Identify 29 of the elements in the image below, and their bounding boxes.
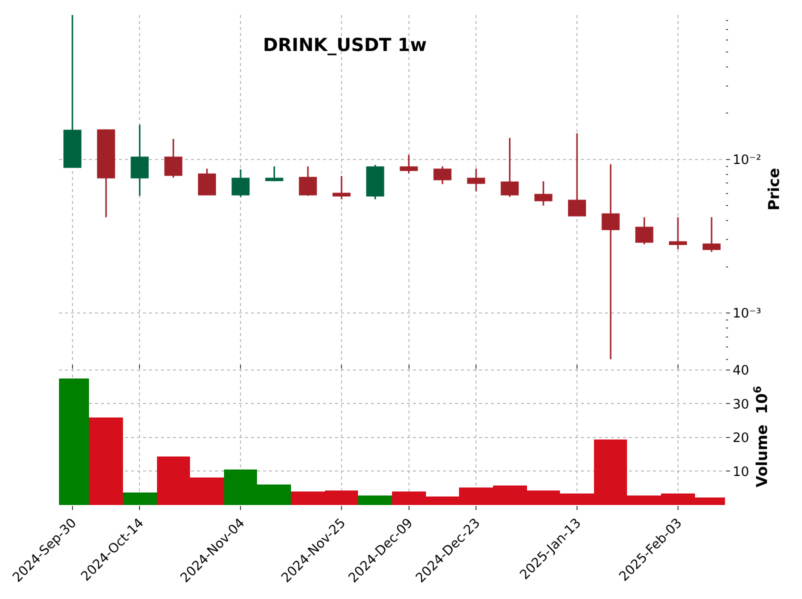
y-tick-label: 30 [732,397,750,412]
candlestick [366,164,384,200]
candlestick [602,163,620,360]
candlestick [164,138,182,178]
candlestick [130,124,149,196]
candlestick [265,166,284,182]
candlestick [298,166,317,196]
candlestick [568,132,586,216]
candlestick [668,216,687,250]
candlestick [500,137,519,198]
candlestick [635,216,654,246]
candlestick [534,180,552,206]
y-tick-label: 40 [732,364,750,379]
y-tick-label: 20 [732,431,750,446]
y-tick-label: 10⁻² [732,152,762,168]
y-tick-label: 10⁻³ [732,306,762,322]
bar [358,495,392,505]
candlestick [433,166,452,185]
candlestick [467,168,486,192]
bar [123,492,157,505]
candlestick [332,175,351,200]
text: DRINK_USDT 1w [262,35,427,56]
candlestick [232,168,250,198]
candlestick [97,128,116,218]
candlestick [400,154,418,174]
y-axis-title: Price [765,168,784,210]
candlestick [198,168,216,196]
y-tick-label: 10 [732,464,750,480]
candlestick [702,216,721,253]
